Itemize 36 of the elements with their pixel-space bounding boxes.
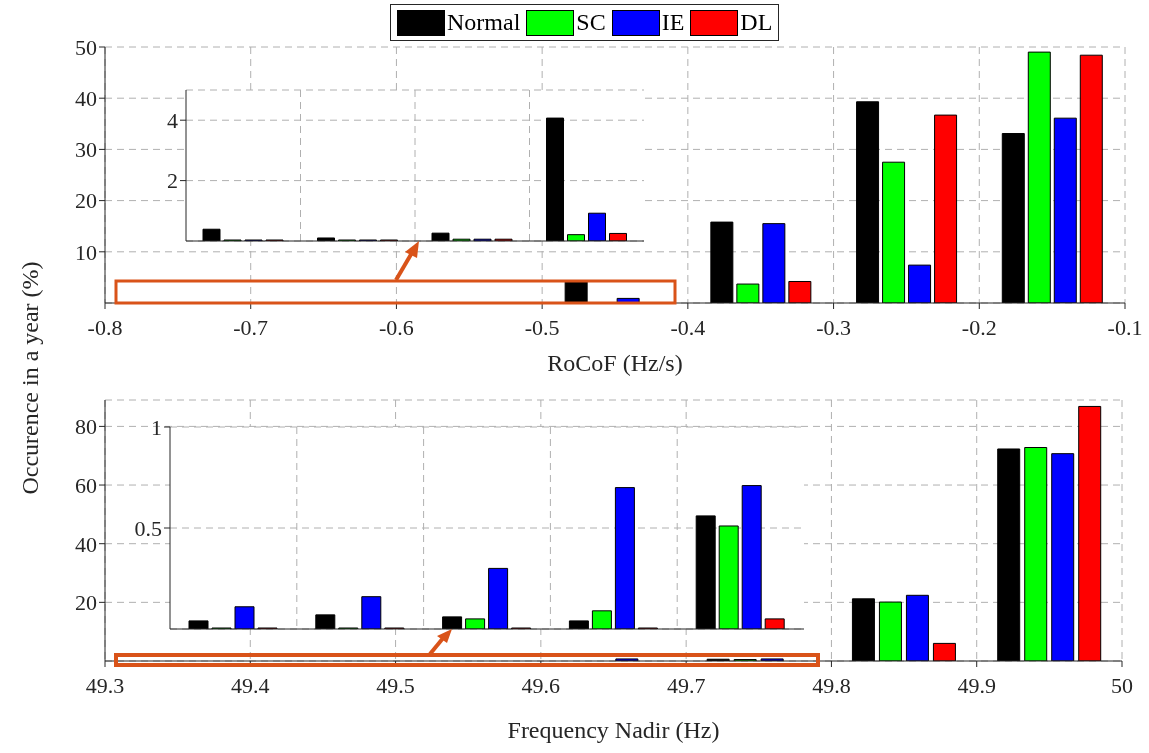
x-tick-label: -0.7 xyxy=(233,314,269,340)
x-tick-label: 49.3 xyxy=(85,672,125,698)
x-tick-label: -0.1 xyxy=(1107,314,1143,340)
x-tick-label: -0.5 xyxy=(524,314,560,340)
x-tick-label: 49.9 xyxy=(957,672,996,698)
x-tick-label: -0.6 xyxy=(379,314,414,340)
y-tick-label: 1 xyxy=(151,414,162,440)
y-tick-label: 30 xyxy=(75,137,97,163)
y-axis-title: Occurence in a year (%) xyxy=(16,261,44,495)
y-tick-label: 20 xyxy=(75,188,97,214)
x-tick-label: -0.8 xyxy=(87,314,123,340)
legend-label: DL xyxy=(740,9,773,36)
y-tick-label: 40 xyxy=(75,531,97,557)
x-tick-label: 49.4 xyxy=(231,672,270,698)
y-tick-label: 80 xyxy=(75,414,97,440)
legend-label: IE xyxy=(661,9,685,36)
x-tick-label: 50 xyxy=(1111,672,1133,698)
y-tick-label: 0.5 xyxy=(134,515,162,541)
x-tick-label: 49.8 xyxy=(812,672,851,698)
x-tick-label: -0.3 xyxy=(816,314,851,340)
x-tick-label: 49.6 xyxy=(521,672,561,698)
y-tick-label: 10 xyxy=(75,239,97,265)
y-tick-label: 4 xyxy=(167,108,178,134)
y-tick-label: 20 xyxy=(75,590,97,616)
x-tick-label: 49.5 xyxy=(376,672,415,698)
x-axis-title: RoCoF (Hz/s) xyxy=(546,350,684,377)
x-tick-label: 49.7 xyxy=(666,672,706,698)
x-tick-label: -0.4 xyxy=(670,314,706,340)
y-tick-label: 2 xyxy=(167,168,178,194)
y-tick-label: 60 xyxy=(75,472,97,498)
y-tick-label: 50 xyxy=(75,34,97,60)
x-tick-label: -0.2 xyxy=(961,314,997,340)
legend-label: SC xyxy=(576,9,606,36)
x-axis-title: Frequency Nadir (Hz) xyxy=(506,717,721,744)
legend-label: Normal xyxy=(447,9,521,36)
y-tick-label: 40 xyxy=(75,86,97,112)
